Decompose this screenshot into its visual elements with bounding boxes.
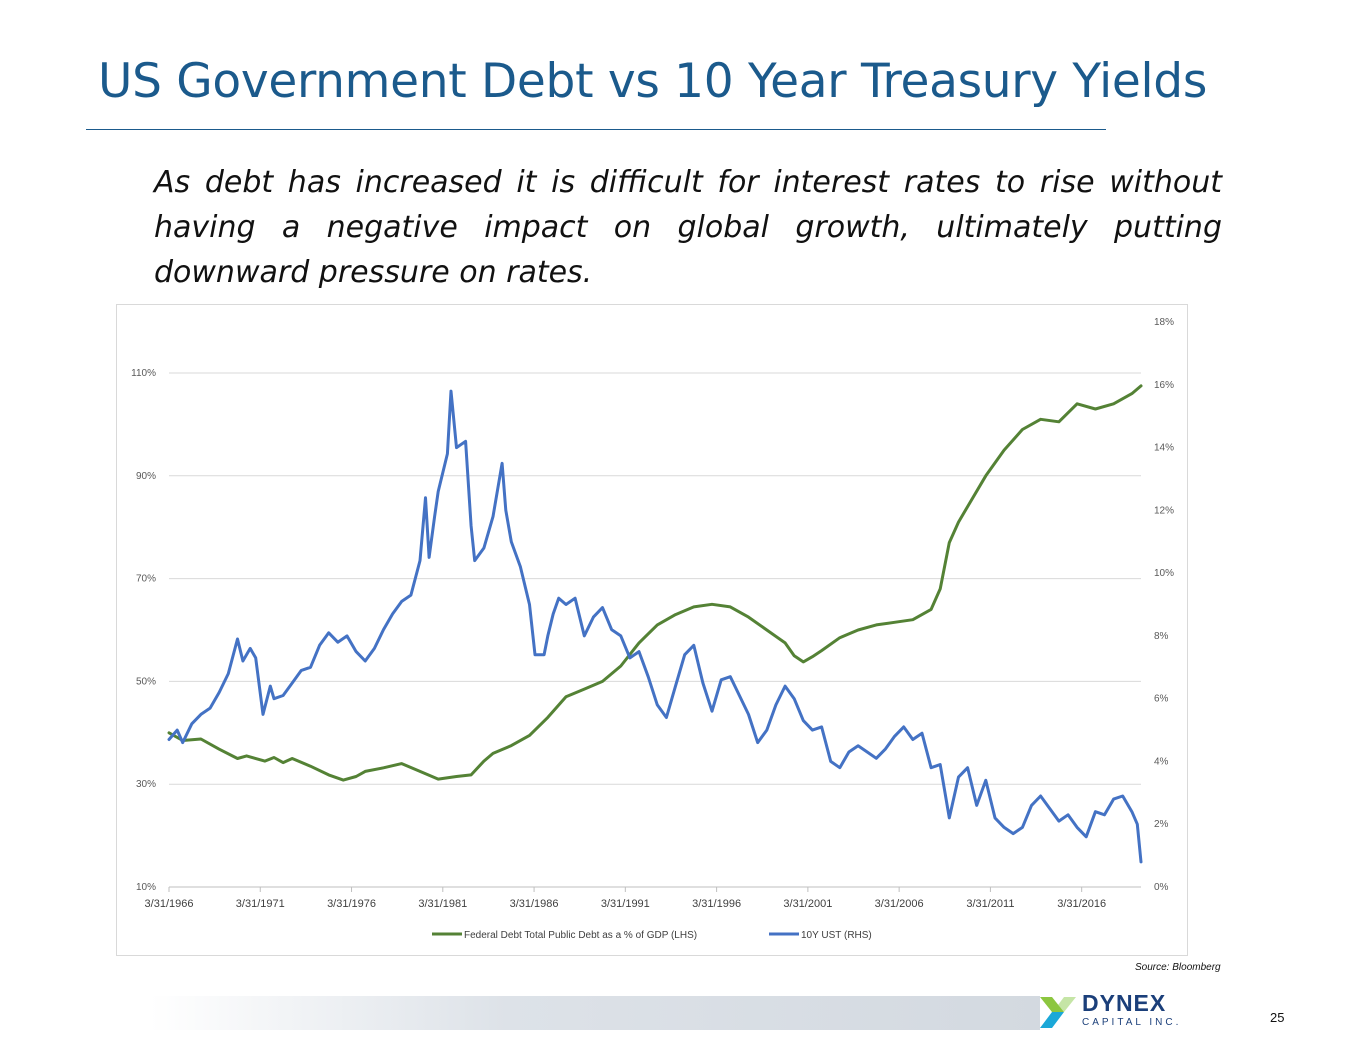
- ust-series-line: [167, 389, 1143, 864]
- right-axis-tick-label: 14%: [1154, 443, 1174, 454]
- x-axis-tick-label: 3/31/1981: [418, 898, 467, 910]
- right-axis-tick-label: 4%: [1154, 756, 1169, 767]
- right-axis-tick-label: 10%: [1154, 568, 1174, 579]
- x-axis-tick-label: 3/31/2006: [875, 898, 924, 910]
- x-axis-tick-label: 3/31/1986: [510, 898, 559, 910]
- left-axis-tick-label: 110%: [131, 368, 156, 379]
- right-axis-tick-label: 16%: [1154, 380, 1174, 391]
- x-axis-tick-label: 3/31/1976: [327, 898, 376, 910]
- debt-vs-yield-chart: 10% 30% 50% 70% 90% 110% 0% 2% 4% 6% 8% 10% 12% 14% 16…: [131, 317, 1174, 941]
- x-axis-tick-label: 3/31/1971: [236, 898, 285, 910]
- x-axis-tick-label: 3/31/1966: [145, 898, 194, 910]
- legend-label: Federal Debt Total Public Debt as a % of…: [464, 930, 697, 941]
- right-axis-tick-label: 8%: [1154, 631, 1169, 642]
- x-axis-tick-label: 3/31/2001: [783, 898, 832, 910]
- left-axis-tick-label: 30%: [136, 779, 156, 790]
- left-axis-tick-label: 70%: [136, 574, 156, 585]
- right-axis-tick-label: 2%: [1154, 819, 1169, 830]
- chart-frame: 10% 30% 50% 70% 90% 110% 0% 2% 4% 6% 8% 10% 12% 14% 16…: [116, 304, 1188, 956]
- x-axis-tick-label: 3/31/1996: [692, 898, 741, 910]
- dynex-logo-icon: [1040, 997, 1076, 1028]
- legend-label: 10Y UST (RHS): [801, 930, 872, 941]
- logo-subtitle: CAPITAL INC.: [1082, 1017, 1182, 1028]
- right-axis-tick-label: 0%: [1154, 882, 1169, 893]
- logo-name: DYNEX: [1082, 990, 1167, 1016]
- right-axis-tick-label: 12%: [1154, 505, 1174, 516]
- right-axis-tick-label: 6%: [1154, 694, 1169, 705]
- slide-subtitle: As debt has increased it is difficult fo…: [154, 165, 1222, 290]
- left-axis-tick-label: 90%: [136, 471, 156, 482]
- left-axis-tick-label: 50%: [136, 676, 156, 687]
- footer-bar: [150, 996, 1040, 1030]
- x-axis-tick-label: 3/31/2011: [966, 898, 1014, 910]
- left-axis-tick-label: 10%: [136, 882, 156, 893]
- right-axis-tick-label: 18%: [1154, 317, 1174, 328]
- title-divider: [86, 129, 1106, 130]
- slide-title: US Government Debt vs 10 Year Treasury Y…: [98, 54, 1208, 109]
- page-number: 25: [1270, 1010, 1285, 1025]
- x-axis-tick-label: 3/31/2016: [1057, 898, 1106, 910]
- source-note: Source: Bloomberg: [1135, 962, 1221, 973]
- debt-series-line: [167, 384, 1143, 782]
- x-axis-tick-label: 3/31/1991: [601, 898, 650, 910]
